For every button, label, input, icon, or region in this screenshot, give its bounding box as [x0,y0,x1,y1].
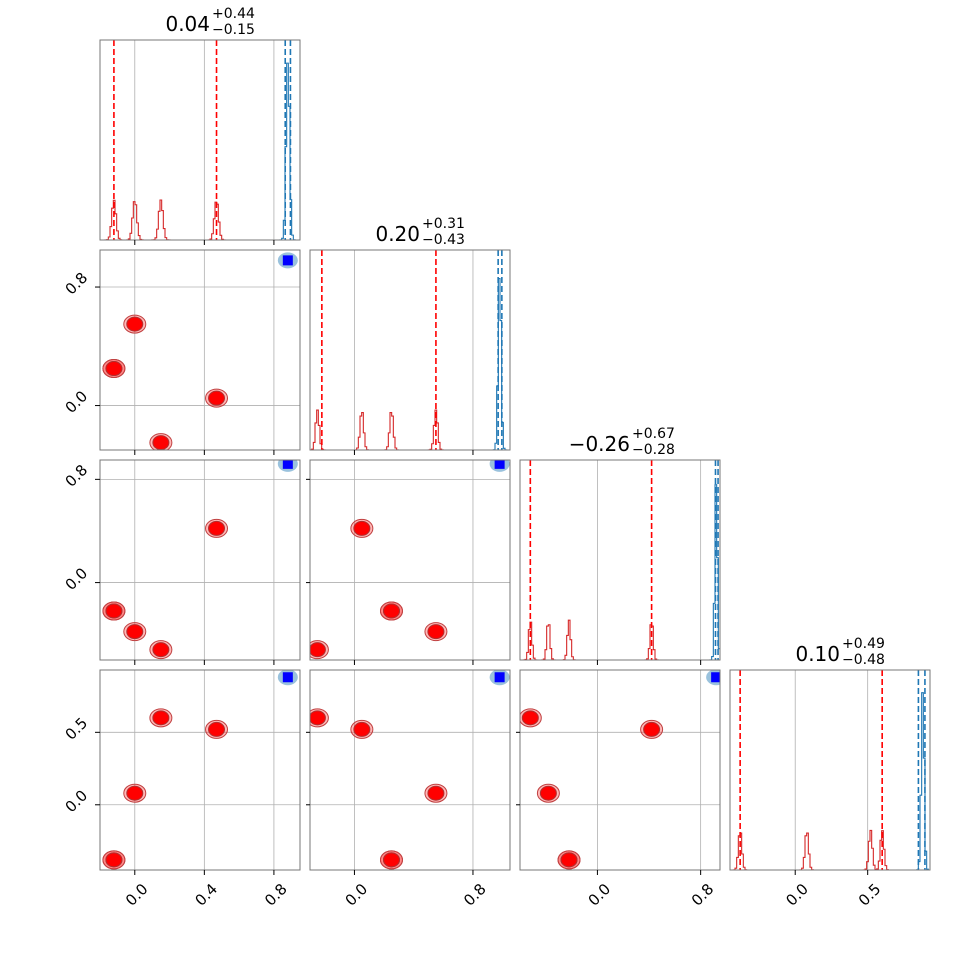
red-point [353,721,371,737]
histogram-red-2 [520,619,720,660]
x-tick-label: 0.0 [342,880,372,910]
red-point [152,710,170,726]
red-point [427,785,445,801]
red-point [126,785,144,801]
panel-3-2 [516,669,721,875]
red-point [126,316,144,332]
red-point [539,785,557,801]
red-point [152,435,170,450]
red-point [105,603,123,619]
blue-point [711,672,720,683]
panel-title-minus: −0.15 [212,22,255,38]
y-tick-label: 0.8 [62,461,92,491]
panel-frame [99,669,301,871]
x-tick-label: 0.8 [688,880,718,910]
panel-frame [99,249,301,451]
panel-title-plus: +0.49 [842,636,885,652]
red-point [208,520,226,536]
red-point [310,710,326,726]
x-tick-label: 0.0 [122,880,152,910]
panel-frame [99,459,301,661]
y-tick-label: 0.0 [62,387,92,417]
histogram-blue-1 [310,278,510,450]
histogram-red-0 [100,199,300,240]
red-point [560,852,578,868]
histogram-blue-3 [730,692,930,870]
panel-1-1: 0.20 +0.31−0.43 [309,216,511,455]
red-point [105,361,123,377]
red-point [310,642,326,658]
y-tick-label: 0.5 [62,714,92,744]
blue-point [282,460,293,469]
blue-point [494,672,505,683]
histogram-blue-0 [100,62,300,240]
panel-title-main: 0.04 [165,12,210,36]
red-point [208,390,226,406]
x-tick-label: 0.0 [585,880,615,910]
panel-title-plus: +0.67 [632,426,675,442]
panel-title-plus: +0.31 [422,216,465,232]
red-point [152,642,170,658]
blue-point [282,255,293,266]
panel-frame [519,459,721,661]
blue-point [282,672,293,683]
x-tick-label: 0.0 [782,880,812,910]
histogram-red-3 [730,829,930,870]
panel-title-plus: +0.44 [212,6,255,22]
panel-frame [99,39,301,241]
y-tick-label: 0.0 [62,564,92,594]
panel-3-1 [306,669,511,875]
y-tick-label: 0.8 [62,269,92,299]
panel-frame [519,669,721,871]
panel-title-main: 0.20 [375,222,420,246]
panel-title-minus: −0.48 [842,652,885,668]
panel-2-2: −0.26 +0.67−0.28 [519,426,721,665]
panel-title-main: −0.26 [569,432,630,456]
panel-0-0: 0.04 +0.44−0.15 [99,6,301,245]
panel-3-3: 0.10 +0.49−0.48 [729,636,931,875]
red-point [382,603,400,619]
panel-title-minus: −0.28 [632,442,675,458]
x-tick-label: 0.5 [855,880,885,910]
red-point [208,721,226,737]
panel-1-0 [95,249,301,455]
red-point [382,852,400,868]
red-point [353,520,371,536]
red-point [521,710,539,726]
panel-title-main: 0.10 [795,642,840,666]
red-point [643,721,661,737]
x-tick-label: 0.8 [261,880,291,910]
panel-2-0 [95,459,301,665]
panel-title-minus: −0.43 [422,232,465,248]
red-point [105,852,123,868]
panel-2-1 [306,459,511,665]
panel-frame [309,669,511,871]
x-tick-label: 0.8 [460,880,490,910]
panel-frame [309,249,511,451]
y-tick-label: 0.0 [62,786,92,816]
blue-point [494,460,505,469]
red-point [427,624,445,640]
histogram-red-1 [310,409,510,450]
panel-3-0 [95,669,301,875]
red-point [126,624,144,640]
panel-frame [729,669,931,871]
x-tick-label: 0.4 [191,880,221,910]
panel-frame [309,459,511,661]
